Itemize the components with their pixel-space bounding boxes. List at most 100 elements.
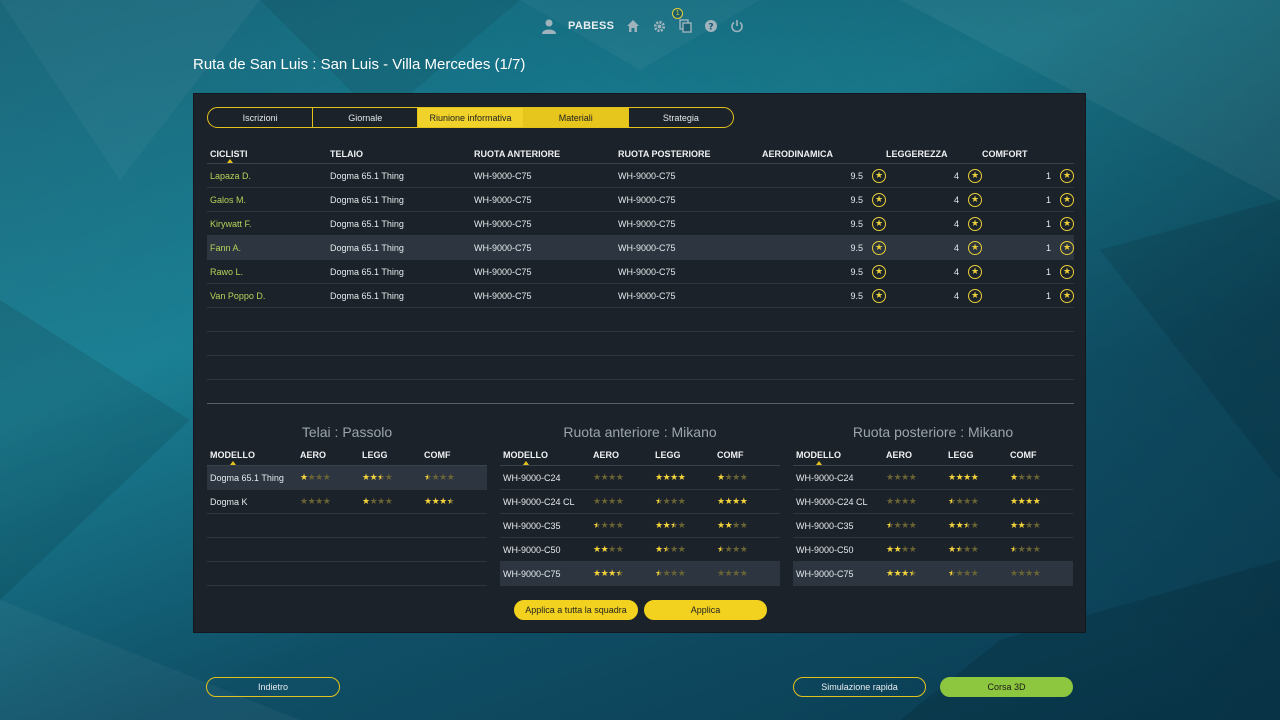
legg-rating: ★★★★ xyxy=(948,496,979,506)
table-row[interactable]: Kirywatt F. Dogma 65.1 Thing WH-9000-C75 WH… xyxy=(207,212,1074,236)
col-modello[interactable]: MODELLO xyxy=(796,449,841,460)
front-wheel-cell: WH-9000-C75 xyxy=(474,194,532,205)
tab-materiali[interactable]: Materiali xyxy=(523,108,629,127)
comf-star-icon[interactable]: ★ xyxy=(1060,168,1074,183)
table-row[interactable]: Van Poppo D. Dogma 65.1 Thing WH-9000-C75 W… xyxy=(207,284,1074,308)
quick-simulation-button[interactable]: Simulazione rapida xyxy=(793,677,926,697)
legg-star-icon[interactable]: ★ xyxy=(968,216,982,231)
aero-cell: 9.5 ★ xyxy=(762,264,886,279)
rear-wheel-cell: WH-9000-C75 xyxy=(618,266,676,277)
col-aerodinamica[interactable]: AERODINAMICA xyxy=(762,148,833,159)
list-item[interactable]: WH-9000-C75 ★★★★ ★★★★ ★★★★ xyxy=(500,562,780,586)
comf-star-icon[interactable]: ★ xyxy=(1060,240,1074,255)
sub-table-header: MODELLO AERO LEGG COMF xyxy=(207,444,487,466)
tab-riunione-informativa[interactable]: Riunione informativa xyxy=(418,108,524,127)
col-comf[interactable]: COMF xyxy=(717,449,744,460)
col-comf[interactable]: COMF xyxy=(424,449,451,460)
list-item[interactable]: WH-9000-C35 ★★★★ ★★★★ ★★★★ xyxy=(793,514,1073,538)
comf-star-icon[interactable]: ★ xyxy=(1060,288,1074,303)
sub-table-header: MODELLO AERO LEGG COMF xyxy=(793,444,1073,466)
aero-star-icon[interactable]: ★ xyxy=(872,168,886,183)
col-aero[interactable]: AERO xyxy=(300,449,327,460)
col-comfort[interactable]: COMFORT xyxy=(982,148,1028,159)
list-item[interactable]: WH-9000-C35 ★★★★ ★★★★ ★★★★ xyxy=(500,514,780,538)
col-ruota-posteriore[interactable]: RUOTA POSTERIORE xyxy=(618,148,711,159)
col-comf[interactable]: COMF xyxy=(1010,449,1037,460)
user-icon[interactable] xyxy=(540,17,558,35)
legg-rating: ★★★★ xyxy=(655,520,686,530)
aero-star-icon[interactable]: ★ xyxy=(872,192,886,207)
legg-star-icon[interactable]: ★ xyxy=(968,168,982,183)
table-row[interactable]: Lapaza D. Dogma 65.1 Thing WH-9000-C75 WH-9… xyxy=(207,164,1074,188)
aero-cell: 9.5 ★ xyxy=(762,168,886,183)
list-item[interactable]: WH-9000-C75 ★★★★ ★★★★ ★★★★ xyxy=(793,562,1073,586)
legg-star-icon[interactable]: ★ xyxy=(968,288,982,303)
col-aero[interactable]: AERO xyxy=(593,449,620,460)
legg-star-icon[interactable]: ★ xyxy=(968,264,982,279)
list-item[interactable]: WH-9000-C50 ★★★★ ★★★★ ★★★★ xyxy=(500,538,780,562)
gear-icon[interactable] xyxy=(650,17,668,35)
list-item[interactable]: WH-9000-C24 CL ★★★★ ★★★★ ★★★★ xyxy=(500,490,780,514)
divider xyxy=(207,403,1074,404)
rear-wheel-cell: WH-9000-C75 xyxy=(618,194,676,205)
rider-name[interactable]: Van Poppo D. xyxy=(210,290,266,301)
col-leggerezza[interactable]: LEGGEREZZA xyxy=(886,148,948,159)
rider-name[interactable]: Galos M. xyxy=(210,194,247,205)
comf-star-icon[interactable]: ★ xyxy=(1060,192,1074,207)
rider-name[interactable]: Lapaza D. xyxy=(210,170,252,181)
rider-name[interactable]: Fann A. xyxy=(210,242,242,253)
home-icon[interactable] xyxy=(624,17,642,35)
aero-rating: ★★★★ xyxy=(593,568,624,578)
apply-team-button[interactable]: Applica a tutta la squadra xyxy=(514,600,638,620)
aero-star-icon[interactable]: ★ xyxy=(872,216,886,231)
race-3d-button[interactable]: Corsa 3D xyxy=(940,677,1073,697)
tab-giornale[interactable]: Giornale xyxy=(313,108,419,127)
username-label[interactable]: PABESS xyxy=(568,20,615,32)
legg-value: 4 xyxy=(953,266,959,277)
tab-strategia[interactable]: Strategia xyxy=(662,112,699,123)
list-item[interactable]: WH-9000-C24 ★★★★ ★★★★ ★★★★ xyxy=(793,466,1073,490)
col-modello[interactable]: MODELLO xyxy=(503,449,548,460)
sub-table-header: MODELLO AERO LEGG COMF xyxy=(500,444,780,466)
list-item[interactable]: WH-9000-C24 ★★★★ ★★★★ ★★★★ xyxy=(500,466,780,490)
col-legg[interactable]: LEGG xyxy=(948,449,974,460)
col-legg[interactable]: LEGG xyxy=(655,449,681,460)
tab-iscrizioni[interactable]: Iscrizioni xyxy=(208,108,314,127)
rear-wheel-cell: WH-9000-C75 xyxy=(618,218,676,229)
legg-cell: 4 ★ xyxy=(886,168,982,183)
power-icon[interactable] xyxy=(728,17,746,35)
legg-star-icon[interactable]: ★ xyxy=(968,192,982,207)
rear-wheels-table: Ruota posteriore : Mikano MODELLO AERO LEGG… xyxy=(793,424,1073,586)
col-legg[interactable]: LEGG xyxy=(362,449,388,460)
col-ciclisti[interactable]: CICLISTI xyxy=(210,148,248,159)
aero-star-icon[interactable]: ★ xyxy=(872,264,886,279)
table-row[interactable]: Fann A. Dogma 65.1 Thing WH-9000-C75 WH-900… xyxy=(207,236,1074,260)
comf-value: 1 xyxy=(1045,170,1051,181)
list-item[interactable]: WH-9000-C24 CL ★★★★ ★★★★ ★★★★ xyxy=(793,490,1073,514)
list-item[interactable]: WH-9000-C50 ★★★★ ★★★★ ★★★★ xyxy=(793,538,1073,562)
rider-name[interactable]: Kirywatt F. xyxy=(210,218,252,229)
legg-star-icon[interactable]: ★ xyxy=(968,240,982,255)
comf-star-icon[interactable]: ★ xyxy=(1060,264,1074,279)
empty-row xyxy=(207,562,487,586)
frame-cell: Dogma 65.1 Thing xyxy=(330,290,404,301)
table-row[interactable]: Rawo L. Dogma 65.1 Thing WH-9000-C75 WH-900… xyxy=(207,260,1074,284)
col-modello[interactable]: MODELLO xyxy=(210,449,255,460)
rider-name[interactable]: Rawo L. xyxy=(210,266,244,277)
legg-rating: ★★★★ xyxy=(655,568,686,578)
list-item[interactable]: Dogma 65.1 Thing ★★★★ ★★★★ ★★★★ xyxy=(207,466,487,490)
comf-star-icon[interactable]: ★ xyxy=(1060,216,1074,231)
col-ruota-anteriore[interactable]: RUOTA ANTERIORE xyxy=(474,148,561,159)
back-button[interactable]: Indietro xyxy=(206,677,340,697)
table-row[interactable]: Galos M. Dogma 65.1 Thing WH-9000-C75 WH-90… xyxy=(207,188,1074,212)
comf-rating: ★★★★ xyxy=(1010,496,1041,506)
help-icon[interactable]: ? xyxy=(702,17,720,35)
aero-star-icon[interactable]: ★ xyxy=(872,288,886,303)
col-aero[interactable]: AERO xyxy=(886,449,913,460)
list-item[interactable]: Dogma K ★★★★ ★★★★ ★★★★ xyxy=(207,490,487,514)
notifications-icon[interactable]: 1 xyxy=(672,8,694,35)
col-telaio[interactable]: TELAIO xyxy=(330,148,363,159)
aero-star-icon[interactable]: ★ xyxy=(872,240,886,255)
apply-button[interactable]: Applica xyxy=(644,600,767,620)
rear-wheel-cell: WH-9000-C75 xyxy=(618,290,676,301)
